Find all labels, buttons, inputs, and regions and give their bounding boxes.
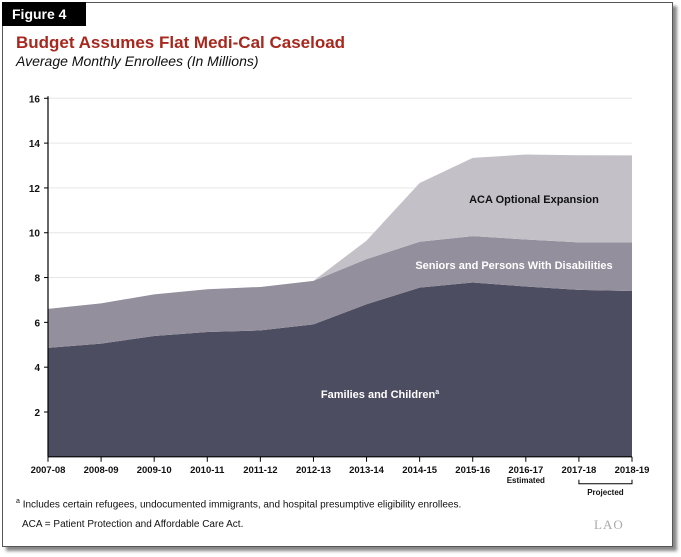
x-tick-label: 2016-17: [508, 465, 543, 476]
x-tick-label: 2012-13: [296, 465, 331, 476]
y-tick-label: 12: [29, 184, 41, 195]
figure-label: Figure 4: [2, 2, 86, 26]
footnote-aca: ACA = Patient Protection and Affordable …: [22, 519, 244, 530]
x-tick-label: 2007-08: [31, 465, 66, 476]
area-seniors-and-persons-with-disabilities: [48, 236, 632, 348]
y-tick-label: 10: [29, 229, 41, 240]
x-tick-label: 2017-18: [561, 465, 596, 476]
series-label: Seniors and Persons With Disabilities: [415, 260, 612, 272]
estimated-label: Estimated: [507, 476, 545, 485]
chart-title: Budget Assumes Flat Medi-Cal Caseload: [16, 33, 346, 52]
x-tick-label: 2008-09: [84, 465, 119, 476]
x-tick-label: 2015-16: [455, 465, 490, 476]
y-tick-label: 16: [29, 94, 41, 105]
footnote-a: a Includes certain refugees, undocumente…: [16, 498, 461, 510]
x-tick-label: 2014-15: [402, 465, 438, 476]
projected-label: Projected: [587, 488, 624, 497]
chart-subtitle: Average Monthly Enrollees (In Millions): [16, 53, 259, 69]
y-tick-label: 8: [34, 274, 40, 285]
x-tick-label: 2018-19: [615, 465, 650, 476]
y-tick-label: 4: [34, 363, 40, 374]
footnote-a-text: Includes certain refugees, undocumented …: [22, 499, 462, 511]
series-label: Families and Childrena: [321, 389, 439, 401]
x-tick-label: 2010-11: [190, 465, 225, 476]
x-tick-label: 2009-10: [137, 465, 172, 476]
y-tick-label: 14: [29, 139, 41, 150]
x-tick-label: 2013-14: [349, 465, 385, 476]
area-families-and-children: [48, 282, 632, 457]
lao-logo: LAO: [594, 517, 624, 532]
x-tick-label: 2011-12: [243, 465, 277, 476]
projected-bracket: [578, 479, 633, 485]
y-tick-label: 6: [34, 318, 40, 329]
footnote-marker: a: [16, 498, 20, 505]
series-label: ACA Optional Expansion: [469, 194, 599, 206]
area-aca-optional-expansion: [48, 154, 632, 309]
y-tick-label: 2: [34, 408, 40, 419]
